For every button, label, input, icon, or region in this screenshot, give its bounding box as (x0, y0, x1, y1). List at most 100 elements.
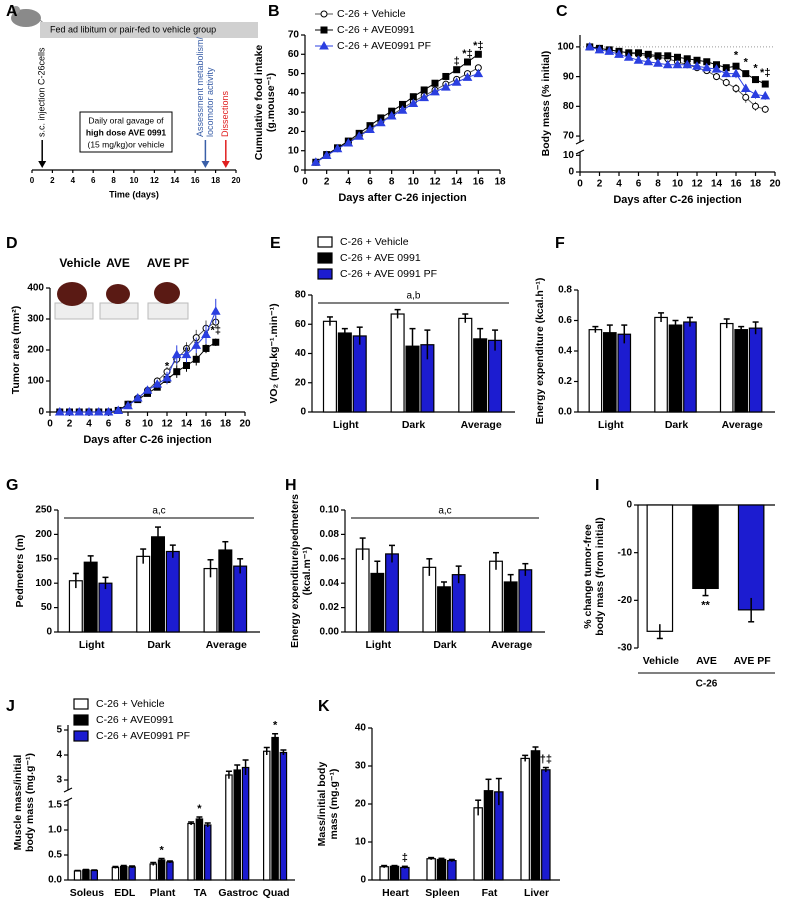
y-tick-label: 0.04 (320, 578, 340, 589)
point (752, 76, 759, 84)
y-tick-label: 80 (295, 290, 307, 301)
bar (262, 750, 271, 881)
bar (520, 757, 530, 881)
event-label: s.c. injection C-26cells (37, 47, 47, 137)
y-tick-label: 20 (355, 799, 367, 810)
y-axis-label: body mass (mg.g⁻¹) (24, 753, 36, 852)
y-axis-label: Mass/initial body (316, 762, 328, 847)
bar (692, 504, 719, 590)
x-tick-label: Gastroc (218, 887, 258, 899)
legend-label: C-26 + AVE0991 (96, 714, 174, 726)
legend-label: C-26 + Vehicle (337, 8, 406, 20)
x-tick-label: Dark (402, 419, 426, 431)
y-tick-label: 0.5 (48, 850, 62, 861)
legend-swatch (317, 252, 333, 264)
point (123, 400, 133, 410)
y-tick-label: 40 (355, 723, 367, 734)
x-tick-label: 16 (730, 179, 742, 190)
bar (128, 866, 136, 881)
bar (719, 322, 734, 413)
bar (617, 333, 632, 413)
point (721, 68, 732, 78)
point (442, 72, 450, 80)
bar (734, 329, 748, 413)
y-tick-label: 10 (355, 837, 367, 848)
y-tick-label: 400 (27, 283, 44, 294)
point (173, 368, 181, 376)
point (474, 50, 482, 58)
box-text: (15 mg/kg)or vehicle (87, 139, 164, 149)
y-tick-label: 200 (35, 529, 52, 540)
y-tick-label: 0.6 (558, 315, 572, 326)
y-tick-label: 0 (46, 627, 52, 638)
point (183, 362, 190, 369)
y-axis-label: Tumor area (mm²) (10, 306, 22, 395)
point (440, 82, 451, 91)
point (386, 110, 397, 120)
point (713, 73, 720, 81)
x-tick-label: 16 (191, 176, 200, 185)
panel-label: G (6, 477, 18, 494)
legend-label: C-26 + AVE0991 PF (96, 730, 190, 742)
x-tick-label: 16 (473, 177, 485, 188)
point (761, 80, 769, 88)
x-tick-label: 8 (125, 419, 131, 430)
legend-marker (319, 40, 329, 50)
bar (149, 863, 158, 881)
x-tick-label: 10 (142, 419, 154, 430)
bar (98, 582, 113, 633)
point (674, 53, 681, 61)
y-axis-label: Muscle mass/initial (12, 755, 24, 851)
bar (503, 581, 518, 633)
significance: * (197, 803, 202, 815)
x-tick-label: 10 (408, 177, 420, 188)
bar (400, 866, 410, 881)
point (653, 58, 663, 67)
x-tick-label: Quad (263, 887, 290, 899)
point (162, 372, 172, 382)
y-axis-label: Cumulative food intake (253, 45, 265, 161)
point (103, 406, 114, 416)
point (732, 62, 740, 70)
x-tick-label: 6 (91, 176, 96, 185)
x-axis-label: Days after C-26 injection (613, 194, 742, 206)
y-tick-label: 0.4 (558, 346, 572, 357)
bar (337, 332, 352, 413)
significance: *‡ (211, 324, 221, 336)
significance: * (734, 49, 739, 61)
bar (646, 504, 674, 632)
x-tick-label: Light (333, 419, 359, 431)
x-tick-label: Light (366, 639, 392, 651)
axis-break (63, 797, 73, 803)
point (332, 143, 343, 153)
x-tick-label: 20 (232, 176, 241, 185)
x-tick-label: AVE PF (734, 655, 772, 667)
arrow-head (38, 161, 47, 168)
x-tick-label: 12 (150, 176, 159, 185)
point (310, 157, 321, 166)
point (171, 349, 182, 359)
bar (233, 769, 242, 881)
x-tick-label: 0 (47, 419, 53, 430)
legend-swatch (317, 268, 333, 280)
point (742, 70, 750, 78)
y-tick-label: 250 (35, 505, 52, 516)
y-tick-label: 70 (288, 30, 300, 41)
point (397, 105, 408, 114)
y-tick-label: 0 (293, 165, 299, 176)
bar (136, 555, 151, 633)
point (604, 46, 615, 55)
y-tick-label: 0.10 (320, 505, 340, 516)
x-tick-label: Dark (147, 639, 171, 651)
point (692, 61, 702, 70)
box-text: high dose AVE 0991 (86, 127, 167, 137)
box-text: Daily oral gavage of (88, 115, 164, 125)
point (152, 379, 163, 388)
y-tick-label: 90 (563, 71, 575, 82)
bar (390, 313, 405, 413)
bar (737, 504, 765, 611)
point (732, 85, 740, 92)
bracket-label: a,c (438, 506, 451, 517)
panel-label: K (318, 698, 330, 715)
